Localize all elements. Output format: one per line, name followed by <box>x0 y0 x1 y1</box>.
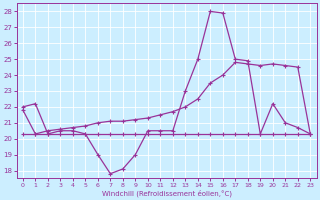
X-axis label: Windchill (Refroidissement éolien,°C): Windchill (Refroidissement éolien,°C) <box>101 189 232 197</box>
